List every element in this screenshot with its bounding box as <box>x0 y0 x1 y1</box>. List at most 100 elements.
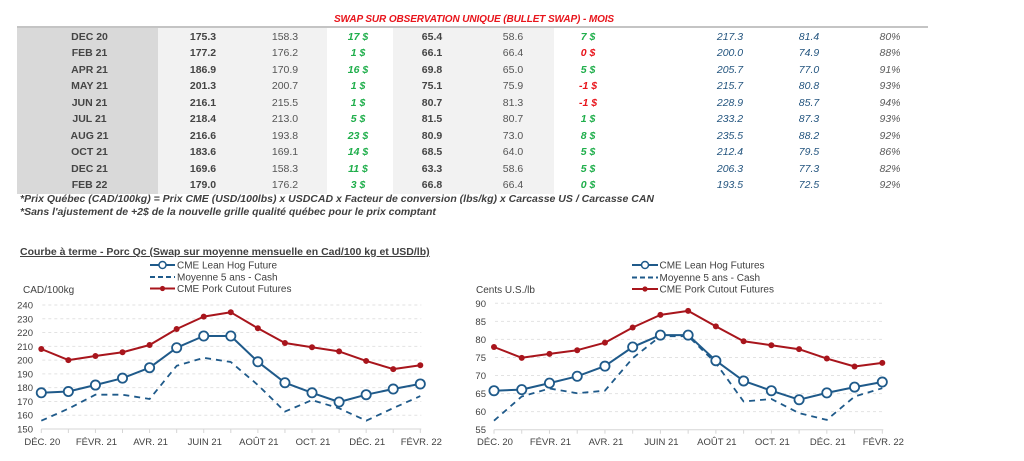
spread-usd-cell: 7 $ <box>580 30 596 43</box>
cash-price-usd-cell: 66.4 <box>502 47 524 59</box>
legend-label-five-year-average: Moyenne 5 ans - Cash <box>177 273 278 284</box>
x-tick-label: DÉC. 21 <box>810 437 846 448</box>
data-point-lean-hog <box>198 330 210 342</box>
legend-marker-dot-icon <box>642 286 648 292</box>
data-point-lean-hog <box>765 385 777 397</box>
ratio-percent-cell: 92% <box>879 179 901 191</box>
legend-label-pork-cutout: CME Pork Cutout Futures <box>177 284 291 295</box>
legend-label-pork-cutout: CME Pork Cutout Futures <box>660 285 774 296</box>
y-tick-label: 180 <box>17 383 33 394</box>
cme-price-usd-cell: 80.7 <box>421 96 443 109</box>
x-tick-label: AVR. 21 <box>589 437 624 448</box>
cutout-usd-cell: 85.7 <box>798 96 820 109</box>
data-point-lean-hog <box>571 370 583 382</box>
x-tick-label: FÉVR. 21 <box>76 437 117 448</box>
cme-price-cad-cell: 216.1 <box>189 96 217 109</box>
legend-item-lean-hog: CME Lean Hog Futures <box>632 261 765 272</box>
plot-area: 150 160 170 180 190 200 210 220 230 240 DÉC. 20 FÉV… <box>17 301 442 449</box>
data-point-pork-cutout <box>879 359 886 366</box>
swap-table: DEC 20 175.3 158.3 17 $ 65.4 58.6 7 $ 217.3 81.4… <box>0 0 1024 200</box>
data-point-lean-hog <box>627 341 639 353</box>
cad-columns-band <box>158 28 327 194</box>
data-point-lean-hog <box>793 394 805 406</box>
cutout-usd-cell: 87.3 <box>798 113 820 125</box>
spread-cad-cell: 1 $ <box>350 96 366 109</box>
cash-price-cad-cell: 158.3 <box>271 30 299 43</box>
cme-price-cad-cell: 218.4 <box>189 113 217 125</box>
data-point-pork-cutout <box>685 307 692 314</box>
cme-price-cad-cell: 179.0 <box>189 179 217 191</box>
data-point-pork-cutout <box>92 352 99 359</box>
cme-price-cad-cell: 177.2 <box>189 47 217 59</box>
data-point-pork-cutout <box>657 311 664 318</box>
month-cell: FEB 22 <box>71 179 108 191</box>
legend-item-five-year-average: Moyenne 5 ans - Cash <box>632 273 760 284</box>
table-row: OCT 21 183.6 169.1 14 $ 68.5 64.0 5 $ 212.4 79.5… <box>0 144 1024 161</box>
cash-price-cad-cell: 176.2 <box>271 179 299 191</box>
y-tick-label: 230 <box>17 314 33 325</box>
spread-cad-cell: 17 $ <box>347 30 369 43</box>
y-tick-label: 90 <box>475 299 486 310</box>
month-column-band <box>17 28 158 194</box>
cutout-usd-cell: 81.4 <box>798 30 820 43</box>
data-point-lean-hog <box>333 396 345 408</box>
x-tick-label: JUIN 21 <box>644 437 678 448</box>
table-row: JUL 21 218.4 213.0 5 $ 81.5 80.7 1 $ 233.2 87.3 9… <box>0 111 1024 128</box>
cme-price-usd-cell: 63.3 <box>421 162 443 175</box>
data-point-pork-cutout <box>851 363 858 370</box>
data-point-pork-cutout <box>281 340 288 347</box>
data-point-lean-hog <box>543 377 555 389</box>
ratio-percent-cell: 91% <box>879 63 901 76</box>
x-tick-label: JUIN 21 <box>188 437 222 448</box>
data-point-pork-cutout <box>574 347 581 354</box>
spread-cad-cell: 5 $ <box>350 113 366 125</box>
data-point-pork-cutout <box>146 341 153 348</box>
cutout-cad-cell: 212.4 <box>716 146 744 158</box>
y-tick-label: 80 <box>475 335 486 346</box>
data-point-pork-cutout <box>546 350 553 357</box>
data-point-lean-hog <box>306 387 318 399</box>
cme-price-cad-cell: 175.3 <box>189 30 217 43</box>
spread-usd-cell: -1 $ <box>578 96 598 109</box>
ratio-percent-cell: 92% <box>879 129 901 142</box>
month-cell: OCT 21 <box>71 146 108 158</box>
table-row: AUG 21 216.6 193.8 23 $ 80.9 73.0 8 $ 235.5 88.2… <box>0 128 1024 145</box>
series-line-five-year-average <box>40 356 421 422</box>
cutout-usd-cell: 77.3 <box>798 162 820 175</box>
chart-legend: CME Lean Hog Futures Moyenne 5 ans - Cas… <box>632 261 774 296</box>
table-row: DEC 20 175.3 158.3 17 $ 65.4 58.6 7 $ 217.3 81.4… <box>0 29 1024 46</box>
x-tick-label: FÉVR. 21 <box>530 437 571 448</box>
data-point-lean-hog <box>225 330 237 342</box>
footnote-price-formula: *Prix Québec (CAD/100kg) = Prix CME (USD… <box>20 193 655 205</box>
cutout-cad-cell: 205.7 <box>716 63 744 76</box>
y-tick-label: 65 <box>475 389 486 400</box>
spread-usd-cell: 5 $ <box>580 162 596 175</box>
data-point-lean-hog <box>849 381 861 393</box>
data-point-lean-hog <box>387 383 399 395</box>
legend-label-lean-hog: CME Lean Hog Future <box>177 261 277 272</box>
data-point-pork-cutout <box>363 357 370 364</box>
cutout-cad-cell: 228.9 <box>716 96 744 109</box>
cash-price-cad-cell: 200.7 <box>271 80 299 92</box>
cme-price-usd-cell: 66.8 <box>421 179 443 191</box>
legend-item-pork-cutout: CME Pork Cutout Futures <box>150 284 291 295</box>
x-tick-label: DÉC. 20 <box>477 437 513 448</box>
cutout-usd-cell: 77.0 <box>798 63 820 76</box>
chart-section-title: Courbe à terme - Porc Qc (Swap sur moyen… <box>20 246 430 258</box>
data-point-pork-cutout <box>390 366 397 373</box>
cme-price-usd-cell: 69.8 <box>421 63 443 76</box>
ratio-percent-cell: 93% <box>879 113 901 125</box>
cutout-usd-cell: 74.9 <box>798 47 820 59</box>
cash-price-usd-cell: 58.6 <box>502 162 524 175</box>
x-tick-label: FÉVR. 22 <box>863 437 904 448</box>
spread-usd-cell: 5 $ <box>580 146 596 158</box>
x-tick-label: FÉVR. 22 <box>401 437 442 448</box>
spread-usd-cell: 0 $ <box>580 179 596 191</box>
data-point-lean-hog <box>599 360 611 372</box>
y-tick-label: 150 <box>17 425 33 436</box>
cutout-cad-cell: 235.5 <box>716 129 744 142</box>
cash-price-usd-cell: 81.3 <box>502 96 524 109</box>
x-tick-label: OCT. 21 <box>296 437 331 448</box>
table-row: FEB 21 177.2 176.2 1 $ 66.1 66.4 0 $ 200.0 74.9 8… <box>0 45 1024 62</box>
cme-price-usd-cell: 75.1 <box>421 80 443 92</box>
